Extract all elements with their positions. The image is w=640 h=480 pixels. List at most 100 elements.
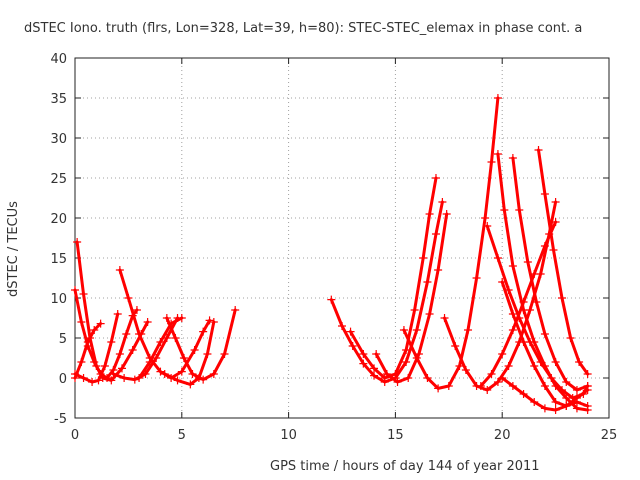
data-point xyxy=(382,370,391,378)
data-point xyxy=(346,327,355,336)
data-point xyxy=(508,310,517,318)
data-point xyxy=(77,318,86,326)
data-point xyxy=(399,326,408,334)
data-point xyxy=(551,398,560,406)
data-point xyxy=(143,318,152,326)
data-point xyxy=(327,295,336,304)
data-point xyxy=(498,278,507,286)
data-point xyxy=(562,402,571,410)
data-point xyxy=(135,374,144,382)
data-point xyxy=(79,290,88,298)
series-1 xyxy=(73,238,152,385)
y-axis-label: dSTEC / TECUs xyxy=(6,201,21,297)
series-line xyxy=(374,212,449,384)
data-point xyxy=(425,310,434,318)
data-point xyxy=(179,354,188,362)
data-point xyxy=(551,406,560,414)
data-point xyxy=(530,270,539,278)
y-tick-label: 40 xyxy=(50,52,67,67)
data-point xyxy=(493,150,502,158)
data-point xyxy=(199,327,208,336)
data-point xyxy=(431,230,440,238)
data-point xyxy=(412,354,421,362)
data-point xyxy=(135,330,144,338)
data-point xyxy=(575,358,584,366)
data-point xyxy=(519,338,528,346)
chart-title: dSTEC Iono. truth (flrs, Lon=328, Lat=39… xyxy=(24,21,582,36)
data-point xyxy=(402,346,411,354)
y-tick-label: 10 xyxy=(50,292,67,307)
data-point xyxy=(487,370,496,378)
data-point xyxy=(508,262,517,270)
data-point xyxy=(562,378,571,386)
data-point xyxy=(534,146,543,154)
data-point xyxy=(83,338,92,346)
data-point xyxy=(77,358,86,366)
series-17 xyxy=(534,146,592,378)
data-point xyxy=(109,370,118,378)
data-point xyxy=(440,314,449,322)
data-point xyxy=(115,266,124,274)
data-point xyxy=(519,390,528,398)
data-point xyxy=(120,374,129,382)
data-point xyxy=(370,364,379,373)
data-point xyxy=(171,334,180,342)
data-point xyxy=(90,326,99,334)
data-point xyxy=(73,238,82,246)
data-point xyxy=(410,306,419,314)
data-point xyxy=(404,374,413,382)
series-9 xyxy=(327,198,447,386)
data-point xyxy=(92,362,101,370)
series-line xyxy=(402,96,500,390)
plot-frame xyxy=(74,57,610,419)
series-line xyxy=(349,176,438,380)
data-point xyxy=(372,350,381,358)
data-point xyxy=(461,366,470,374)
data-point xyxy=(209,318,218,326)
x-axis-ticks: 0 5 10 15 20 25 xyxy=(71,58,617,443)
data-point xyxy=(476,382,485,390)
data-point xyxy=(498,374,507,382)
data-point xyxy=(71,374,79,382)
data-point xyxy=(220,350,229,358)
data-point xyxy=(132,306,141,314)
data-point xyxy=(88,378,97,386)
data-point xyxy=(530,338,539,346)
data-point xyxy=(162,314,171,322)
data-point xyxy=(113,310,122,318)
data-point xyxy=(444,382,453,390)
data-point xyxy=(393,378,402,386)
data-point xyxy=(515,206,524,214)
data-point xyxy=(177,367,186,376)
data-point xyxy=(487,158,496,166)
data-point xyxy=(160,370,169,378)
series-line xyxy=(163,320,216,386)
data-point xyxy=(523,258,532,266)
x-tick-label: 5 xyxy=(178,428,186,443)
y-tick-label: 25 xyxy=(50,172,67,187)
y-tick-label: 0 xyxy=(59,372,67,387)
data-point xyxy=(156,367,165,376)
data-point xyxy=(434,384,443,393)
data-point xyxy=(194,374,203,382)
data-point xyxy=(359,359,368,368)
y-tick-label: 35 xyxy=(50,92,67,107)
y-tick-label: 20 xyxy=(50,212,67,227)
data-point xyxy=(115,350,124,358)
series-line xyxy=(479,220,558,388)
data-point xyxy=(572,386,581,394)
data-point xyxy=(122,330,131,338)
data-point xyxy=(391,370,400,378)
data-point xyxy=(71,286,79,294)
data-point xyxy=(530,362,539,370)
data-point xyxy=(431,174,440,182)
data-point xyxy=(438,198,447,206)
data-point xyxy=(562,394,571,402)
series-layer xyxy=(71,94,592,414)
data-point xyxy=(540,404,549,413)
data-point xyxy=(370,371,379,380)
data-point xyxy=(130,375,139,384)
data-point xyxy=(209,370,218,378)
data-point xyxy=(442,210,451,218)
data-point xyxy=(540,190,549,198)
